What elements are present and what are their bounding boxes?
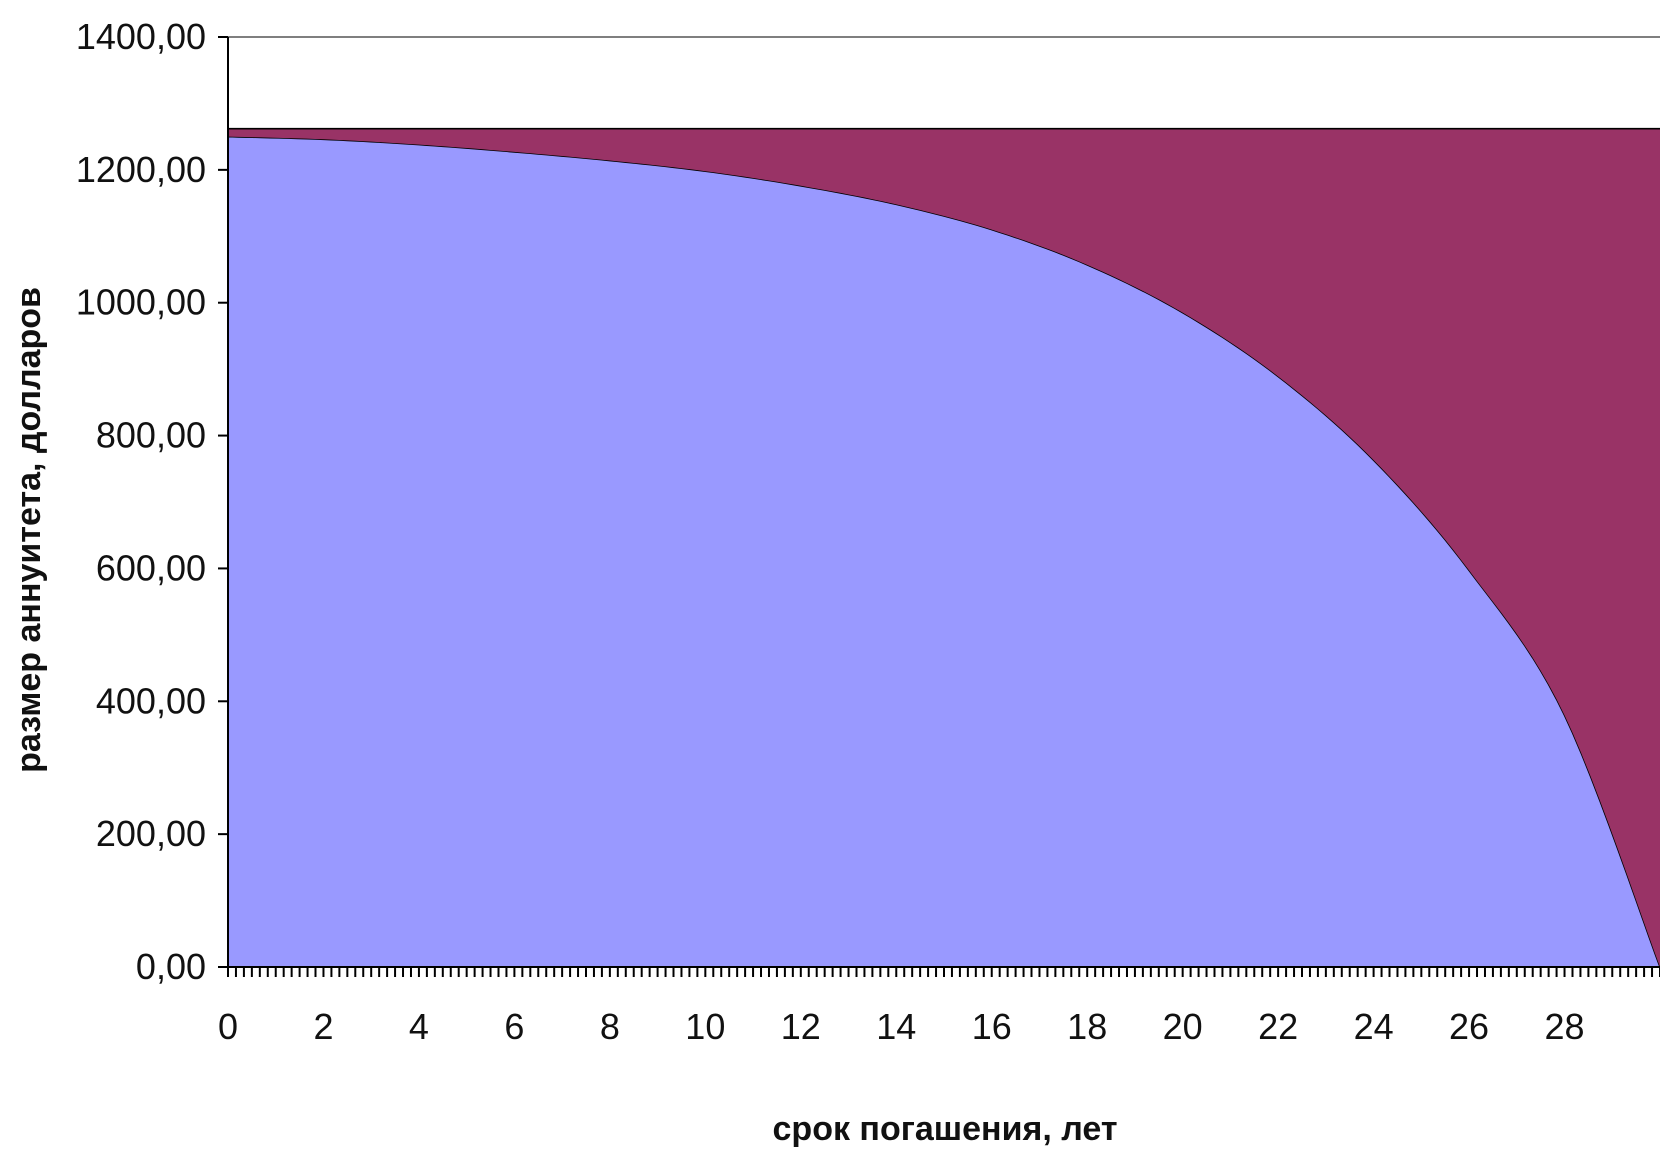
x-tick-label: 28 <box>1545 1006 1585 1047</box>
y-tick-label: 600,00 <box>96 547 206 588</box>
x-tick-label: 10 <box>685 1006 725 1047</box>
x-tick-label: 26 <box>1449 1006 1489 1047</box>
y-tick-label: 1200,00 <box>76 149 206 190</box>
x-tick-label: 24 <box>1354 1006 1394 1047</box>
x-tick-label: 16 <box>972 1006 1012 1047</box>
y-tick-label: 800,00 <box>96 415 206 456</box>
y-axis-title: размер аннуитета, долларов <box>10 287 48 773</box>
y-tick-label: 400,00 <box>96 680 206 721</box>
x-axis-title: срок погашения, лет <box>773 1110 1118 1148</box>
axes: 0,00 200,00 400,00 600,00 800,00 1000,00 1200,… <box>76 16 1660 1047</box>
area-series-2 <box>228 128 1660 968</box>
area-series-1 <box>228 136 1660 967</box>
x-tick-label: 4 <box>409 1006 429 1047</box>
x-tick-label: 8 <box>600 1006 620 1047</box>
y-tick-label: 1000,00 <box>76 282 206 323</box>
y-tick-label: 0,00 <box>136 946 206 987</box>
x-tick-label: 18 <box>1067 1006 1107 1047</box>
y-tick-label: 1400,00 <box>76 16 206 57</box>
y-tick-label: 200,00 <box>96 813 206 854</box>
plot-area <box>227 37 1660 968</box>
x-tick-label: 22 <box>1258 1006 1298 1047</box>
x-tick-label: 0 <box>218 1006 238 1047</box>
x-tick-label: 20 <box>1163 1006 1203 1047</box>
x-tick-label: 2 <box>313 1006 333 1047</box>
x-tick-label: 12 <box>781 1006 821 1047</box>
x-tick-label: 14 <box>876 1006 916 1047</box>
x-tick-label: 6 <box>504 1006 524 1047</box>
